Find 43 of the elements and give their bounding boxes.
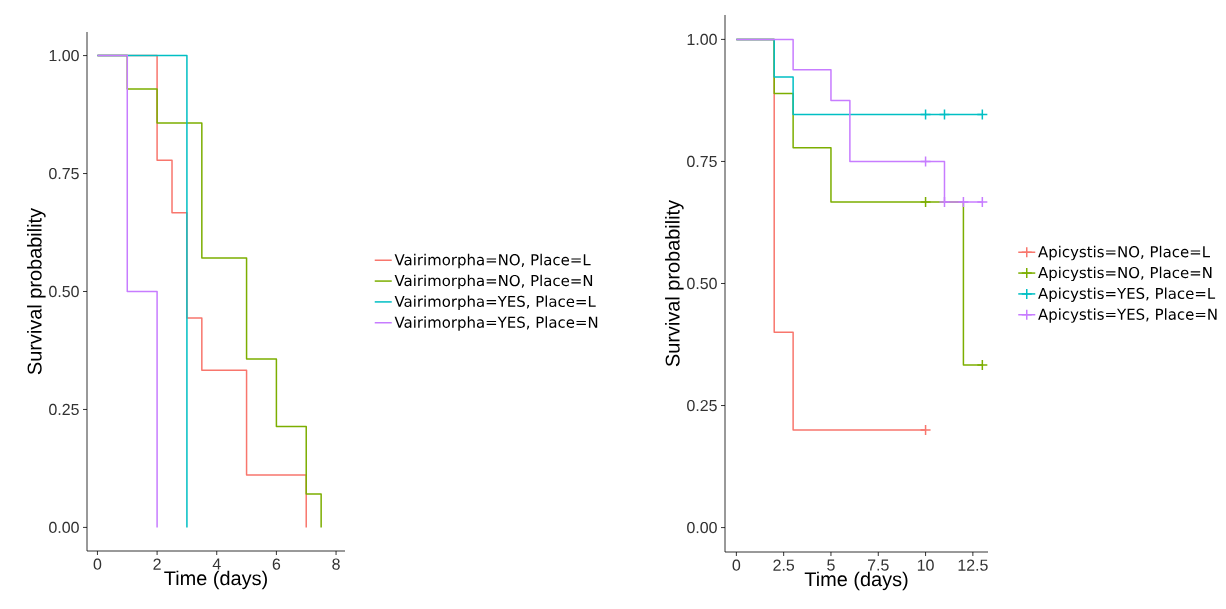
y-tick-label: 0.25: [687, 399, 717, 412]
legend-label: Apicystis=NO, Place=N: [1038, 266, 1212, 282]
point: [919, 424, 932, 436]
y-tick-label: 0.00: [687, 521, 717, 534]
point: [919, 155, 932, 168]
x-tick-label: 6: [272, 558, 281, 570]
point: [938, 196, 951, 208]
y-tick-label: 1.00: [687, 33, 717, 46]
x-tick-label: 4: [212, 558, 221, 570]
y-axis-title: Survival probability: [665, 199, 684, 367]
x-tick-label: 0: [732, 559, 741, 571]
point: [957, 196, 970, 208]
y-tick-label: 0.50: [687, 277, 717, 290]
x-tick-label: 2.5: [773, 559, 795, 571]
legend-label: Apicystis=YES, Place=L: [1038, 287, 1216, 302]
y-tick-label: 0.25: [49, 403, 79, 416]
x-axis-title: Time (days): [164, 570, 267, 590]
x-tick-label: 0: [93, 558, 102, 570]
point: [976, 196, 989, 208]
x-tick-label: 10: [917, 559, 934, 571]
y-tick-label: 0.50: [49, 285, 79, 298]
point: [919, 108, 932, 121]
x-tick-label: 2: [153, 558, 161, 570]
x-tick-label: 12.5: [958, 559, 988, 571]
point: [976, 108, 989, 121]
x-axis-title: Time (days): [804, 571, 908, 591]
legend-label: Vairimorpha=NO, Place=L: [394, 253, 591, 269]
legend-label: Apicystis=YES, Place=N: [1038, 308, 1217, 323]
legend-label: Vairimorpha=NO, Place=N: [394, 274, 593, 290]
y-axis-title: Survival probability: [27, 207, 46, 375]
x-tick-label: 5: [827, 559, 835, 571]
y-tick-label: 0.75: [49, 167, 79, 180]
legend-label: Apicystis=NO, Place=L: [1038, 245, 1210, 261]
point: [919, 196, 932, 208]
y-tick-label: 1.00: [49, 49, 79, 62]
x-tick-label: 7.5: [868, 559, 889, 571]
point: [938, 108, 951, 121]
x-tick-label: 8: [332, 558, 340, 570]
legend-label: Vairimorpha=YES, Place=N: [394, 316, 598, 331]
legend-label: Vairimorpha=YES, Place=L: [394, 295, 596, 310]
y-tick-label: 0.75: [687, 155, 717, 168]
y-tick-label: 0.00: [49, 521, 79, 534]
point: [976, 359, 989, 371]
